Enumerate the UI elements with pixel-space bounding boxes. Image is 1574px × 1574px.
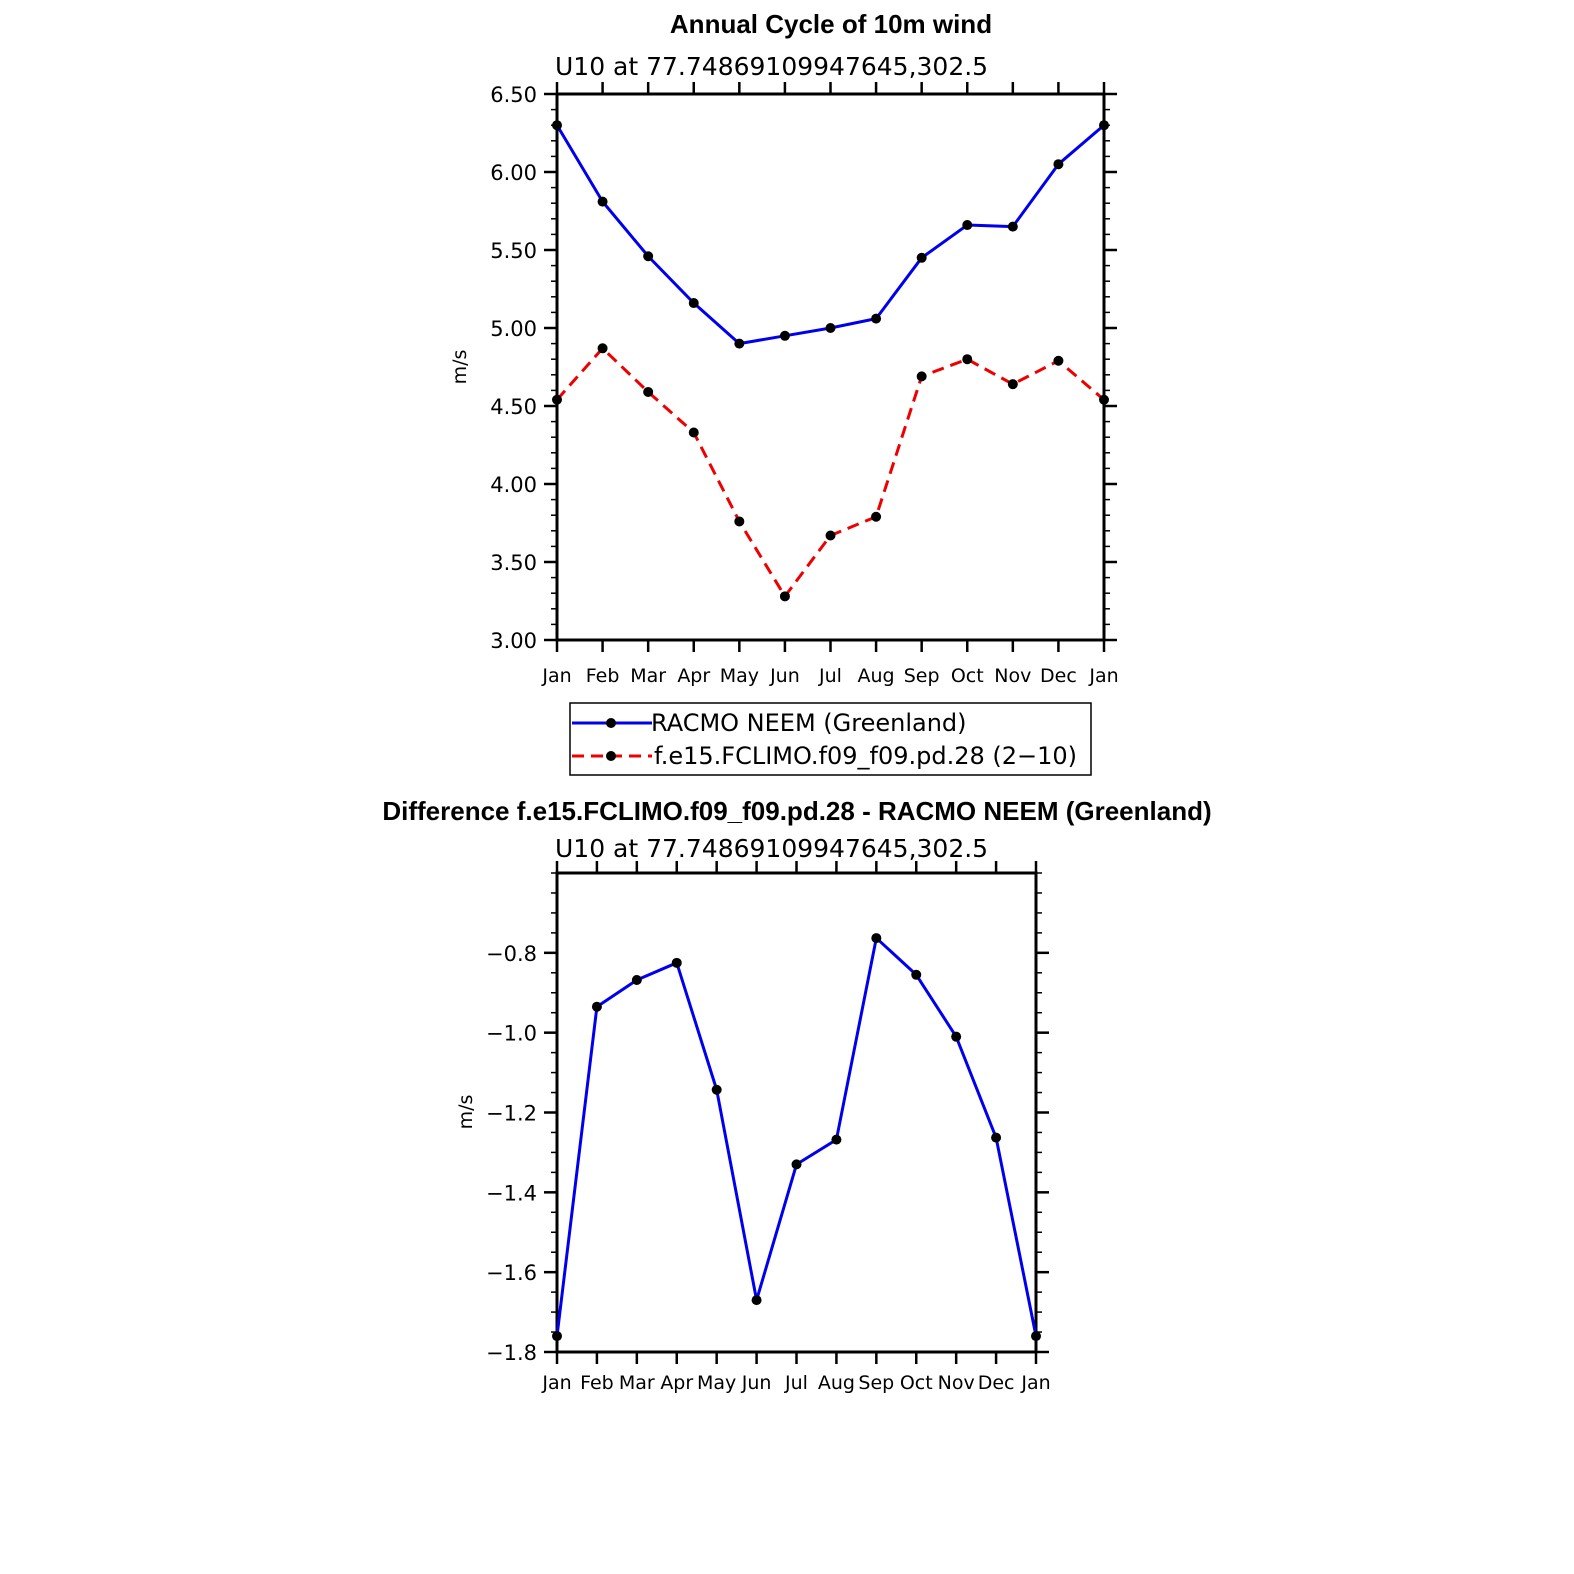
chart1-series-0-point (779, 330, 790, 341)
chart2-series-0-point (831, 1134, 842, 1145)
chart1-xtick-label: Jan (1088, 665, 1118, 687)
chart2-series-0-point (791, 1159, 802, 1170)
chart1-xtick-label: Dec (1040, 665, 1077, 687)
chart1-xtick-label: Jun (769, 665, 800, 687)
chart2-xtick-label: May (697, 1372, 736, 1394)
legend-label-model: f.e15.FCLIMO.f09_f09.pd.28 (2−10) (654, 742, 1077, 770)
chart1-xtick-label: Jul (818, 665, 842, 687)
chart1-series-1-point (779, 591, 790, 602)
chart1-xtick-label: Sep (904, 665, 940, 687)
chart2-series-0-point (951, 1031, 962, 1042)
chart2-xtick-label: Jun (741, 1372, 772, 1394)
chart1-series-0-point (1007, 221, 1018, 232)
chart2-xtick-label: Nov (938, 1372, 975, 1394)
chart1-series-0-point (1099, 120, 1109, 131)
chart2-ytick-label: −1.0 (486, 1022, 537, 1046)
chart1-series-0-point (688, 298, 699, 309)
chart1-ytick-label: 6.50 (490, 83, 537, 107)
chart2-ytick-label: −1.8 (486, 1341, 537, 1365)
chart2-xtick-label: Aug (818, 1372, 855, 1394)
chart1-series-1-point (1053, 355, 1064, 366)
chart2-xtick-label: Jul (784, 1372, 808, 1394)
chart1-series-line-1 (555, 346, 1105, 598)
chart1-xtick-label: Feb (586, 665, 620, 687)
chart2-series-0-point (911, 969, 922, 980)
chart2-series-0-point (591, 1001, 602, 1012)
chart1-series-1-point (871, 511, 882, 522)
chart2-xtick-label: Sep (858, 1372, 894, 1394)
chart1-xtick-label: Nov (994, 665, 1031, 687)
chart2-plot-frame (555, 871, 1038, 1354)
chart2-ytick-label: −1.2 (486, 1102, 537, 1126)
chart2-series-0-point (991, 1132, 1002, 1143)
chart2-y-axis-label: m/s (455, 1095, 477, 1130)
chart2-series-0-point (552, 1331, 562, 1342)
annual-cycle-chart: Annual Cycle of 10m wind U10 at 77.74869… (449, 9, 1119, 687)
chart1-series-0-point (962, 220, 973, 231)
chart1-series-1-point (597, 343, 608, 354)
chart2-xtick-label: Dec (978, 1372, 1015, 1394)
legend-label-racmo: RACMO NEEM (Greenland) (651, 709, 967, 737)
chart2-series-0-point (751, 1295, 762, 1306)
chart2-xtick-label: Oct (900, 1372, 933, 1394)
chart2-ytick-label: −1.6 (486, 1261, 537, 1285)
chart1-ytick-label: 5.50 (490, 239, 537, 263)
chart1-series-1-point (916, 371, 927, 382)
chart1-series-0-point (871, 313, 882, 324)
chart1-xtick-label: Apr (677, 665, 710, 687)
chart1-xtick-label: Jan (541, 665, 571, 687)
chart1-series-0-point (552, 120, 562, 131)
chart2-series-0-point (871, 933, 882, 944)
chart2-series-0-point (1031, 1331, 1041, 1342)
chart1-xtick-label: Mar (630, 665, 666, 687)
chart2-ytick-label: −1.4 (486, 1181, 537, 1205)
chart1-series-0-point (1053, 159, 1064, 170)
chart1-series-0-point (597, 196, 608, 207)
chart1-xtick-label: May (720, 665, 759, 687)
chart1-plot-frame (555, 92, 1106, 642)
chart1-series-0-point (916, 252, 927, 263)
chart1-series-line-0 (555, 124, 1105, 346)
chart2-series-0-point (671, 957, 682, 968)
chart2-series-0-point (631, 974, 642, 985)
chart2-xtick-label: Jan (1020, 1372, 1050, 1394)
chart1-ytick-label: 4.00 (490, 473, 537, 497)
chart1-series-0-point (825, 323, 836, 333)
chart2-xtick-label: Mar (619, 1372, 655, 1394)
chart2-xtick-label: Feb (580, 1372, 614, 1394)
chart1-series-1-point (688, 427, 699, 438)
chart1-series-1-point (552, 394, 562, 405)
chart1-y-axis-label: m/s (449, 350, 471, 385)
difference-chart: Difference f.e15.FCLIMO.f09_f09.pd.28 - … (382, 796, 1211, 1394)
chart1-ytick-label: 6.00 (490, 161, 537, 185)
chart1-title: Annual Cycle of 10m wind (670, 9, 992, 39)
chart2-title: Difference f.e15.FCLIMO.f09_f09.pd.28 - … (382, 796, 1211, 826)
chart1-ytick-label: 3.50 (490, 551, 537, 575)
chart1-series-0-point (643, 251, 654, 262)
chart1-series-1-point (1099, 394, 1109, 405)
chart2-series-0-point (711, 1084, 722, 1095)
legend-marker-model (606, 751, 616, 761)
chart1-ytick-label: 3.00 (490, 629, 537, 653)
chart1-ytick-label: 4.50 (490, 395, 537, 419)
chart1-ytick-label: 5.00 (490, 317, 537, 341)
chart1-series-0-point (734, 338, 745, 349)
chart2-subtitle: U10 at 77.74869109947645,302.5 (555, 834, 988, 863)
chart1-series-1-point (643, 386, 654, 397)
chart1-series-1-point (825, 530, 836, 541)
chart1-series-1-point (734, 516, 745, 527)
chart1-series-1-point (1007, 379, 1018, 390)
chart1-subtitle: U10 at 77.74869109947645,302.5 (555, 52, 988, 81)
chart1-xtick-label: Oct (951, 665, 984, 687)
chart1-xtick-label: Aug (858, 665, 895, 687)
legend-box (569, 702, 1092, 776)
chart2-ytick-label: −0.8 (486, 942, 537, 966)
chart2-xtick-label: Apr (660, 1372, 693, 1394)
chart2-series-line-0 (555, 936, 1038, 1337)
legend-marker-racmo (606, 718, 616, 728)
legend: RACMO NEEM (Greenland) f.e15.FCLIMO.f09_… (569, 702, 1092, 776)
chart2-xtick-label: Jan (541, 1372, 571, 1394)
chart1-series-1-point (962, 354, 973, 365)
